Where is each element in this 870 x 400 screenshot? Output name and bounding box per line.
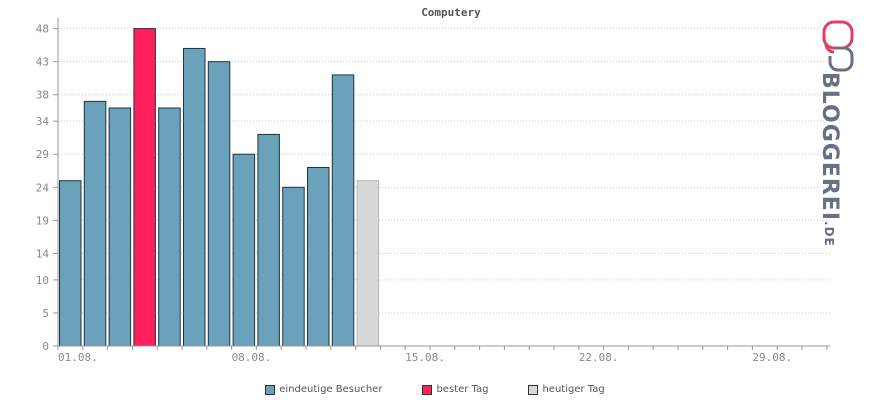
y-axis: 0 5 10 14 19 24 29 34 38 43 48 xyxy=(36,18,59,353)
bar-normal xyxy=(331,74,355,347)
y-tick-label: 43 xyxy=(36,56,49,69)
bar-best xyxy=(133,28,156,347)
x-tick-label: 15.08. xyxy=(405,351,445,364)
legend-label: bester Tag xyxy=(436,384,489,395)
chart-legend: eindeutige Besucher bester Tag heutiger … xyxy=(0,384,870,395)
bar-normal xyxy=(282,186,305,347)
bar-normal xyxy=(257,133,280,347)
chart-title: Computery xyxy=(421,6,481,19)
x-tick-label: 29.08. xyxy=(752,351,792,364)
legend-item-visitors: eindeutige Besucher xyxy=(265,384,382,395)
bar-normal xyxy=(207,61,231,347)
y-tick-label: 5 xyxy=(42,307,49,320)
bar-normal xyxy=(158,107,181,347)
y-tick-label: 29 xyxy=(36,148,49,161)
legend-swatch xyxy=(422,384,433,395)
legend-swatch xyxy=(265,384,276,395)
bars xyxy=(59,28,380,347)
bloggerei-logo xyxy=(808,18,858,218)
legend-label: eindeutige Besucher xyxy=(279,384,383,395)
y-tick-label: 14 xyxy=(36,247,50,260)
y-tick-label: 0 xyxy=(42,340,49,353)
logo-wordmark: BLOGGEREI.DE xyxy=(817,72,842,247)
y-tick-label: 48 xyxy=(36,23,49,36)
legend-item-today: heutiger Tag xyxy=(528,384,605,395)
bar-normal xyxy=(108,107,132,347)
bar-normal xyxy=(59,180,82,347)
bar-normal xyxy=(232,153,256,347)
y-tick-label: 19 xyxy=(36,214,49,227)
logo-icon xyxy=(822,20,854,72)
legend-label: heutiger Tag xyxy=(542,384,605,395)
y-tick-label: 34 xyxy=(36,115,50,128)
y-tick-label: 24 xyxy=(36,181,50,194)
bar-normal xyxy=(307,166,330,347)
x-tick-label: 08.08. xyxy=(232,351,272,364)
y-tick-label: 38 xyxy=(36,89,49,102)
bar-normal xyxy=(83,100,107,347)
legend-swatch xyxy=(528,384,539,395)
x-axis: 01.08. 08.08. 15.08. 22.08. 29.08. xyxy=(57,345,830,364)
x-tick-label: 01.08. xyxy=(58,351,98,364)
legend-item-best-day: bester Tag xyxy=(422,384,488,395)
y-tick-label: 10 xyxy=(36,274,49,287)
x-tick-label: 22.08. xyxy=(579,351,619,364)
bar-today xyxy=(356,180,380,347)
bar-normal xyxy=(183,47,206,347)
